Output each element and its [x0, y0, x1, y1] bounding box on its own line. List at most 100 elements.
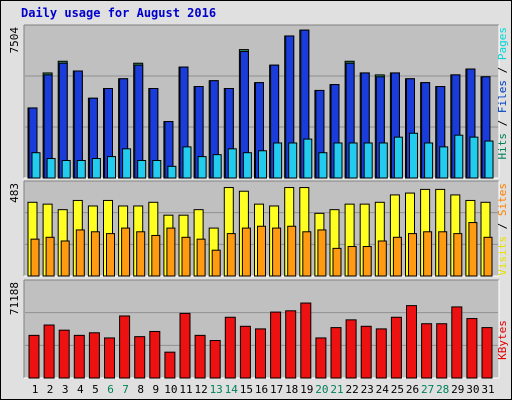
pages-bar — [484, 140, 494, 179]
kbytes-bar — [58, 329, 70, 379]
x-tick-label: 18 — [285, 383, 298, 396]
sites-bar — [287, 225, 297, 277]
sites-bar — [196, 238, 206, 277]
pages-bar — [348, 142, 358, 179]
sites-bar — [30, 238, 40, 277]
sites-bar — [226, 233, 236, 277]
pages-bar — [318, 152, 328, 179]
pages-bar — [242, 152, 252, 179]
pages-bar — [122, 148, 132, 179]
sites-bar — [377, 240, 387, 277]
kbytes-bar — [104, 337, 115, 379]
sites-bar — [45, 236, 55, 277]
pages-bar — [152, 159, 162, 179]
x-tick-label: 2 — [47, 383, 54, 396]
legend-visits: Visits — [496, 236, 509, 276]
x-tick-label: 13 — [210, 383, 223, 396]
kbytes-bar — [270, 311, 282, 379]
chart-title: Daily usage for August 2016 — [21, 6, 216, 20]
pages-bar — [137, 159, 147, 179]
sites-bar — [362, 246, 372, 277]
requests-ymax-label: 7504 — [8, 27, 21, 54]
sites-bar — [347, 246, 357, 277]
x-tick-label: 27 — [421, 383, 434, 396]
sites-bar — [423, 231, 433, 277]
kbytes-bar — [88, 332, 100, 379]
kbytes-bar — [28, 334, 40, 379]
kbytes-bar — [285, 310, 297, 379]
x-tick-label: 14 — [225, 383, 239, 396]
pages-bar — [227, 148, 237, 179]
sites-bar — [211, 249, 221, 277]
pages-bar — [61, 159, 71, 179]
x-tick-label: 11 — [179, 383, 192, 396]
kbytes-bar — [119, 315, 131, 379]
pages-bar — [31, 152, 41, 179]
pages-bar — [288, 142, 298, 179]
sites-bar — [106, 233, 115, 277]
x-tick-label: 6 — [107, 383, 114, 396]
kbytes-bar — [73, 334, 85, 379]
pages-bar — [91, 158, 101, 179]
x-tick-label: 17 — [270, 383, 283, 396]
sites-bar — [272, 227, 282, 277]
sites-bar — [75, 229, 85, 277]
pages-bar — [273, 142, 283, 179]
pages-bar — [258, 150, 267, 179]
kbytes-bar — [466, 318, 478, 379]
kbytes-bar — [375, 328, 387, 379]
x-tick-label: 15 — [240, 383, 253, 396]
x-tick-label: 21 — [330, 383, 343, 396]
kbytes-bar — [330, 327, 342, 379]
sites-bar — [317, 229, 327, 277]
x-tick-label: 24 — [376, 383, 390, 396]
sites-bar — [136, 231, 146, 277]
x-tick-label: 8 — [137, 383, 144, 396]
sites-bar — [241, 227, 251, 277]
pages-bar — [182, 146, 192, 179]
kbytes-bar — [239, 325, 251, 379]
requests-legend: Hits / Files / Pages — [496, 27, 509, 160]
legend-files: Files — [496, 80, 509, 113]
kbytes-bar — [194, 334, 206, 379]
kbytes-bar — [149, 330, 161, 379]
legend-kbytes: KBytes — [496, 320, 509, 360]
x-tick-label: 3 — [62, 383, 69, 396]
sites-bar — [483, 236, 493, 277]
kbytes-bar — [300, 302, 312, 379]
legend-sites: Sites — [496, 183, 509, 216]
x-tick-label: 4 — [77, 383, 84, 396]
x-tick-label: 28 — [436, 383, 449, 396]
kbytes-bar — [209, 340, 221, 379]
pages-bar — [409, 132, 418, 179]
kbytes-bar — [43, 324, 55, 379]
sites-bar — [166, 227, 176, 277]
sites-bar — [408, 233, 417, 277]
x-tick-label: 25 — [391, 383, 404, 396]
pages-bar — [303, 138, 313, 179]
x-tick-label: 31 — [481, 383, 494, 396]
kbytes-bar — [436, 323, 448, 379]
pages-bar — [469, 136, 479, 179]
visits-ymax-label: 483 — [8, 183, 21, 203]
sites-bar — [60, 240, 70, 277]
pages-bar — [46, 158, 56, 179]
sites-bar — [121, 227, 131, 277]
kbytes-ymax-label: 71188 — [8, 282, 21, 315]
kbytes-bar — [224, 316, 236, 379]
x-tick-label: 7 — [122, 383, 129, 396]
visits-legend: Visits / Sites — [496, 183, 509, 276]
legend-hits: Hits — [496, 133, 509, 160]
x-tick-label: 29 — [451, 383, 464, 396]
sites-bar — [181, 236, 191, 277]
kbytes-bar — [345, 319, 357, 379]
x-tick-label: 19 — [300, 383, 313, 396]
pages-bar — [107, 156, 116, 179]
pages-bar — [363, 142, 373, 179]
x-tick-label: 26 — [406, 383, 419, 396]
pages-bar — [393, 136, 403, 179]
x-tick-label: 20 — [315, 383, 328, 396]
kbytes-bar — [421, 323, 433, 379]
x-tick-label: 22 — [345, 383, 358, 396]
